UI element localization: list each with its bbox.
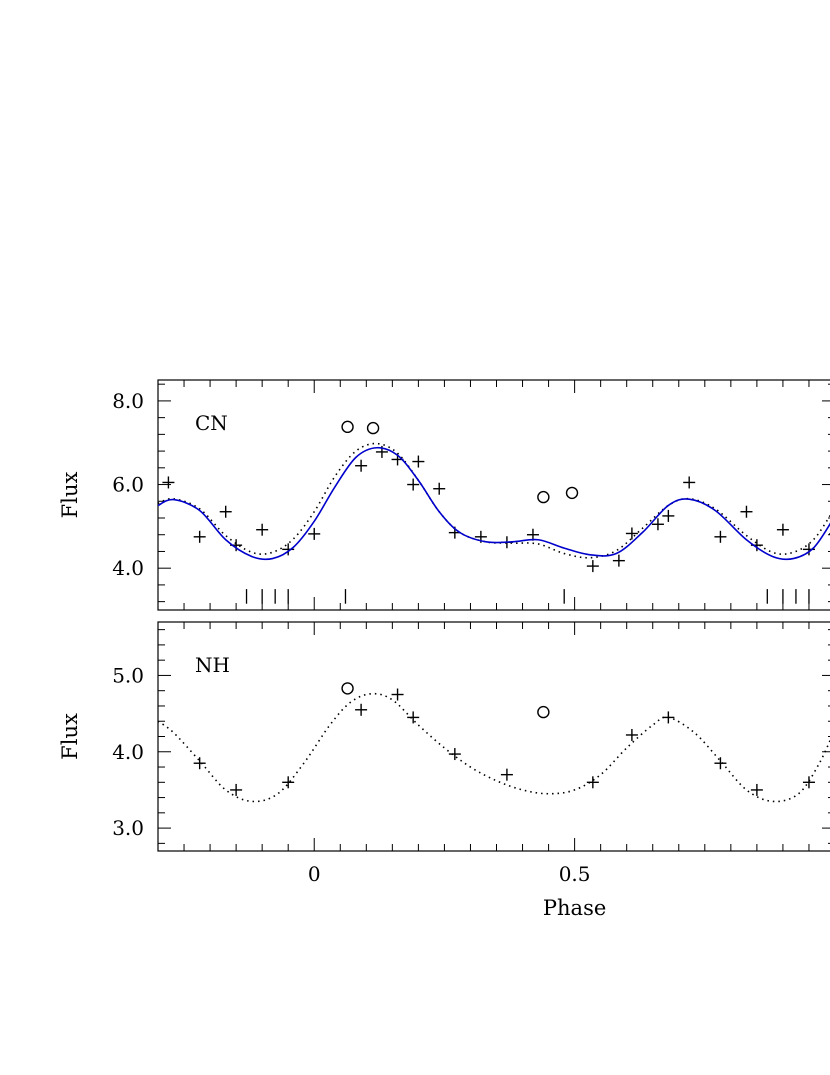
data-point-plus bbox=[193, 757, 206, 770]
plot-area bbox=[158, 420, 830, 604]
data-point-plus bbox=[526, 528, 539, 541]
data-point-circle bbox=[341, 420, 354, 434]
panel-label: CN bbox=[195, 411, 228, 435]
data-point-plus bbox=[433, 482, 446, 495]
x-tick-label: 1 bbox=[829, 862, 830, 886]
panel-nh: 5.0 4.0 3.0 Flux NH 0 0.5 1 Phase bbox=[58, 621, 830, 920]
data-point-plus bbox=[802, 776, 815, 789]
data-point-plus bbox=[500, 768, 513, 781]
data-point-plus bbox=[662, 509, 675, 522]
data-point-plus bbox=[256, 523, 269, 536]
data-point-plus bbox=[740, 505, 753, 518]
data-point-circle bbox=[341, 682, 354, 695]
model-curve-dotted bbox=[158, 692, 830, 803]
axes-frame bbox=[157, 379, 830, 611]
model-curve-solid bbox=[158, 446, 830, 561]
model-curve-dotted bbox=[158, 442, 830, 559]
data-point-plus bbox=[407, 478, 420, 491]
data-point-plus bbox=[586, 560, 599, 573]
data-point-plus bbox=[714, 757, 727, 770]
y-tick-label: 4.0 bbox=[112, 556, 144, 580]
data-point-plus bbox=[750, 783, 763, 796]
data-point-plus bbox=[407, 711, 420, 724]
data-point-plus bbox=[162, 476, 175, 489]
data-point-circle bbox=[537, 705, 550, 719]
data-point-plus bbox=[612, 554, 625, 567]
data-point-plus bbox=[776, 523, 789, 536]
data-point-plus bbox=[714, 530, 727, 543]
x-tick-label: 0.5 bbox=[559, 862, 591, 886]
y-axis-label: Flux bbox=[58, 472, 82, 519]
panel-cn: 8.0 6.0 4.0 Flux CN bbox=[58, 379, 830, 611]
y-tick-label: 4.0 bbox=[112, 740, 144, 764]
y-axis-label: Flux bbox=[58, 713, 82, 760]
data-point-plus bbox=[308, 527, 321, 540]
y-tick-label: 5.0 bbox=[112, 663, 144, 687]
y-tick-label: 3.0 bbox=[112, 816, 144, 840]
y-tick-label: 6.0 bbox=[112, 473, 144, 497]
data-point-plus bbox=[282, 776, 295, 789]
x-axis-label: Phase bbox=[543, 896, 606, 920]
plot-area bbox=[158, 682, 830, 803]
data-point-plus bbox=[625, 527, 638, 540]
data-point-plus bbox=[219, 505, 232, 518]
data-point-circle bbox=[537, 490, 550, 504]
data-point-plus bbox=[391, 688, 404, 701]
data-point-plus bbox=[683, 476, 696, 489]
data-point-plus bbox=[355, 459, 368, 472]
x-tick-label: 0 bbox=[308, 862, 321, 886]
data-point-plus bbox=[355, 703, 368, 716]
data-point-circle bbox=[366, 421, 380, 435]
axes-frame bbox=[157, 621, 830, 852]
data-point-plus bbox=[625, 728, 638, 741]
panel-label: NH bbox=[195, 653, 230, 677]
data-point-plus bbox=[193, 530, 206, 543]
data-point-plus bbox=[448, 748, 461, 761]
y-tick-label: 8.0 bbox=[112, 389, 144, 413]
data-point-circle bbox=[565, 486, 579, 500]
data-point-plus bbox=[412, 455, 425, 468]
data-point-plus bbox=[230, 783, 243, 796]
data-point-plus bbox=[651, 518, 664, 531]
